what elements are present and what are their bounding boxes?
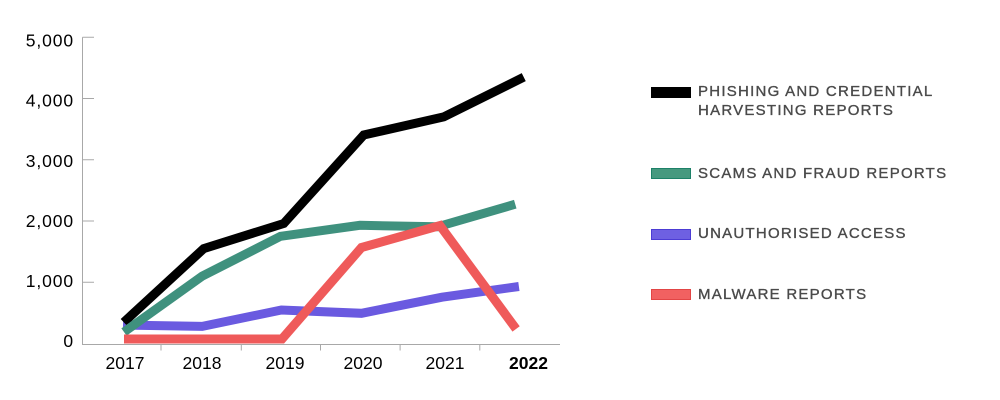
svg-text:2021: 2021 [426,353,465,373]
svg-text:4,000: 4,000 [26,90,74,110]
svg-text:1,000: 1,000 [26,271,74,291]
svg-text:5,000: 5,000 [26,30,74,50]
svg-text:0: 0 [63,331,74,351]
svg-text:2018: 2018 [183,353,222,373]
svg-text:2020: 2020 [344,353,383,373]
svg-text:2017: 2017 [106,353,145,373]
svg-text:3,000: 3,000 [26,151,74,171]
svg-text:2019: 2019 [266,353,305,373]
svg-text:2022: 2022 [509,353,548,373]
svg-text:2,000: 2,000 [26,211,74,231]
